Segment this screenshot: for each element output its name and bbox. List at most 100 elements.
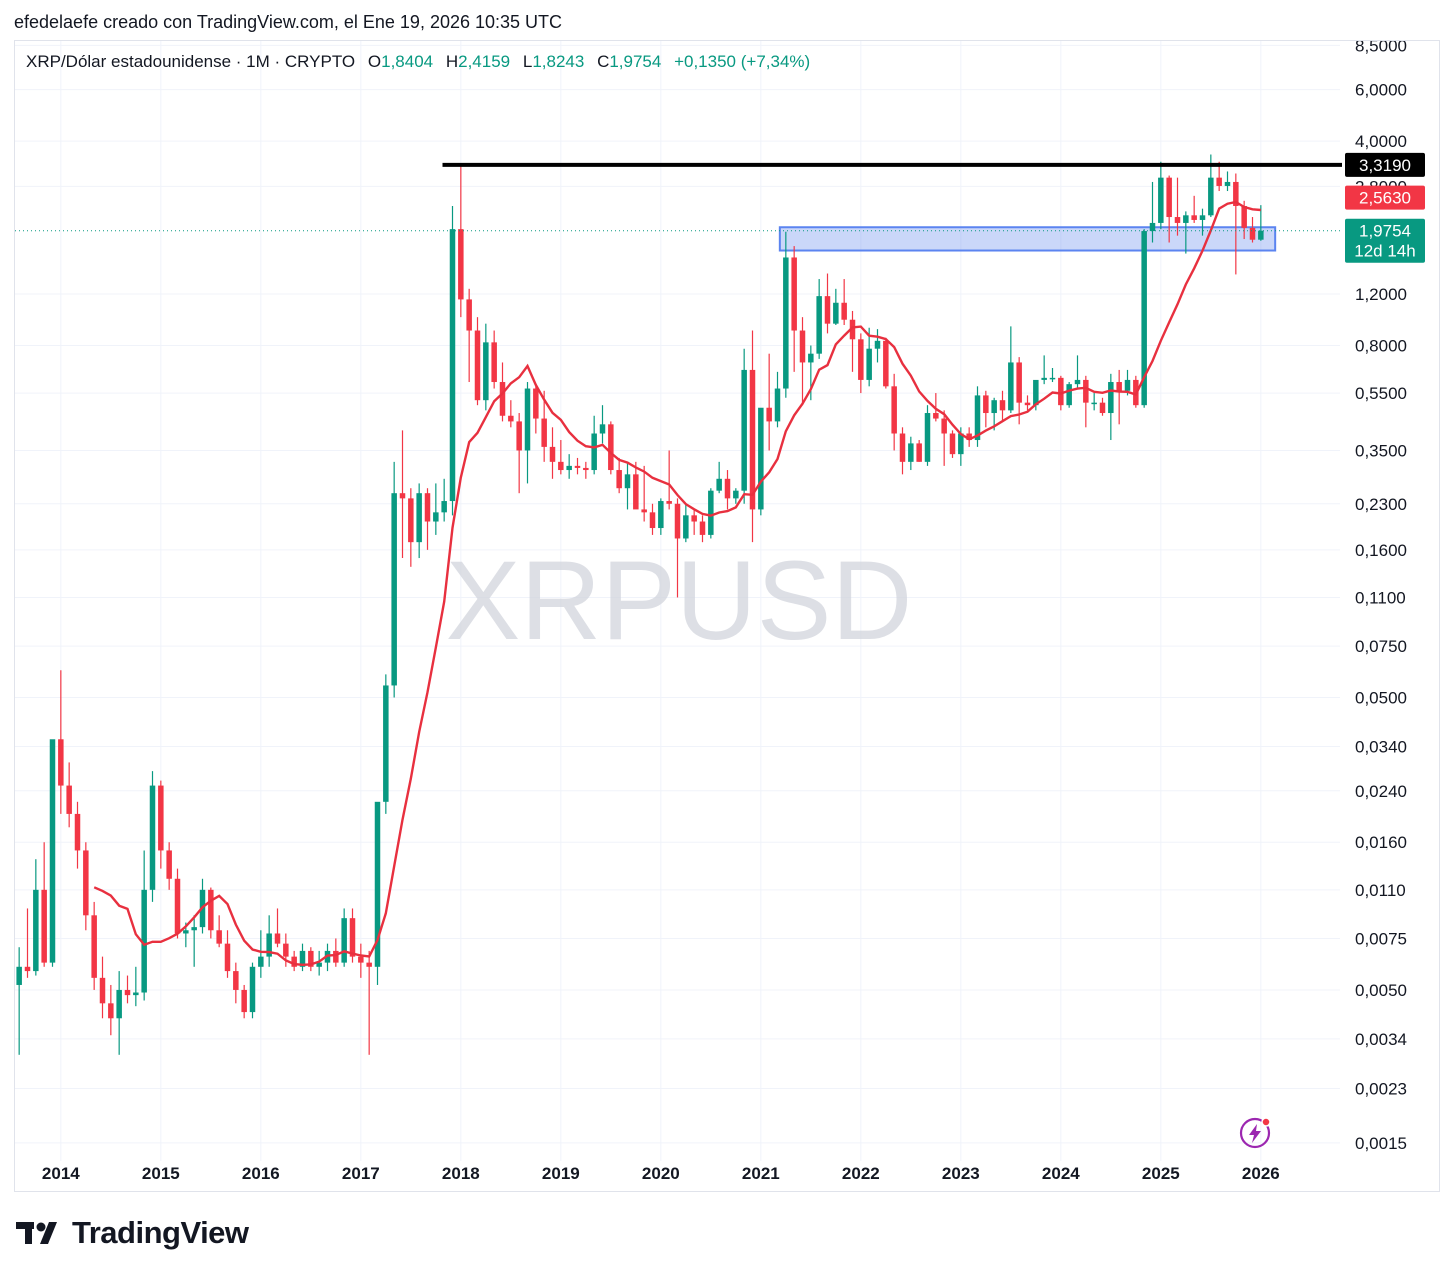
candle[interactable] [99,956,106,1019]
candle[interactable] [1108,373,1114,441]
candle[interactable] [441,478,447,522]
candle[interactable] [716,461,722,494]
candle[interactable] [683,503,689,543]
candle[interactable] [66,762,72,828]
candle[interactable] [1066,382,1072,408]
candle[interactable] [599,405,606,444]
candle[interactable] [474,317,481,406]
candle[interactable] [391,461,397,698]
candle[interactable] [691,509,697,535]
candle[interactable] [149,771,156,902]
candle[interactable] [1008,326,1014,414]
candle[interactable] [783,231,789,398]
candle[interactable] [399,430,406,559]
candle[interactable] [41,842,47,967]
candle[interactable] [749,330,756,543]
candle[interactable] [608,421,614,475]
candle[interactable] [449,205,456,516]
candle[interactable] [849,310,856,372]
candle[interactable] [616,457,622,494]
candle[interactable] [924,405,931,466]
candle[interactable] [1183,211,1189,254]
candle[interactable] [1116,369,1122,425]
candle[interactable] [366,950,372,1055]
candle[interactable] [233,962,239,1004]
candle[interactable] [241,984,247,1019]
candle[interactable] [333,938,339,967]
candle[interactable] [408,488,414,567]
candle[interactable] [24,908,31,978]
candle[interactable] [308,947,314,972]
candle[interactable] [424,488,431,550]
candle[interactable] [1083,375,1089,428]
candle[interactable] [274,908,281,948]
candle[interactable] [766,353,772,451]
candle[interactable] [983,390,989,428]
candle[interactable] [208,887,214,939]
candle[interactable] [1258,205,1264,241]
candle[interactable] [174,868,181,939]
candle[interactable] [166,842,172,890]
candle[interactable] [266,915,272,967]
candle[interactable] [33,859,39,976]
candle[interactable] [583,461,589,479]
candle[interactable] [591,415,597,475]
candle[interactable] [16,947,22,1055]
candle[interactable] [358,943,364,978]
candle[interactable] [516,413,522,494]
candle[interactable] [891,373,897,451]
candle[interactable] [341,908,347,967]
candle[interactable] [791,246,797,372]
candle[interactable] [116,971,122,1055]
candle[interactable] [1041,355,1047,385]
candle[interactable] [949,430,956,458]
candle[interactable] [1199,208,1206,236]
candle[interactable] [649,503,656,535]
candle[interactable] [416,483,422,559]
candle[interactable] [258,930,264,978]
candle[interactable] [1224,171,1231,192]
candle[interactable] [824,273,831,334]
candle[interactable] [774,371,781,428]
candle[interactable] [1158,161,1164,230]
candle[interactable] [108,984,114,1036]
candle[interactable] [224,930,231,978]
candle[interactable] [433,483,439,535]
candle[interactable] [666,450,672,510]
candle[interactable] [899,427,906,475]
candle[interactable] [91,901,97,990]
candle[interactable] [699,515,706,543]
support-zone[interactable] [778,226,1277,252]
candle[interactable] [558,440,564,475]
candle[interactable] [1074,355,1081,389]
candle[interactable] [191,915,197,967]
candle[interactable] [541,390,547,462]
candle[interactable] [841,279,847,326]
candle[interactable] [83,842,89,931]
moving-average-line[interactable] [93,200,1261,967]
candle[interactable] [1016,357,1022,425]
candle[interactable] [816,279,822,359]
candle[interactable] [874,329,881,363]
candle[interactable] [566,454,572,479]
candle[interactable] [1099,397,1106,416]
candle[interactable] [866,327,872,387]
candle[interactable] [1149,181,1156,243]
price-chart[interactable]: XRPUSD 8,50006,00004,00002,80001,20000,8… [15,41,1441,1193]
candle[interactable] [491,330,497,389]
candle[interactable] [858,333,864,394]
candle[interactable] [799,317,806,406]
candle[interactable] [999,390,1006,422]
candle[interactable] [291,950,297,972]
candle[interactable] [549,427,556,479]
candle[interactable] [724,470,731,510]
candle[interactable] [708,488,714,539]
candle[interactable] [466,288,472,383]
candle[interactable] [374,801,381,985]
candle[interactable] [833,288,839,326]
candle[interactable] [49,739,56,967]
candle[interactable] [941,410,947,466]
candle[interactable] [733,488,739,504]
candle[interactable] [249,962,256,1019]
candle[interactable] [533,384,539,434]
